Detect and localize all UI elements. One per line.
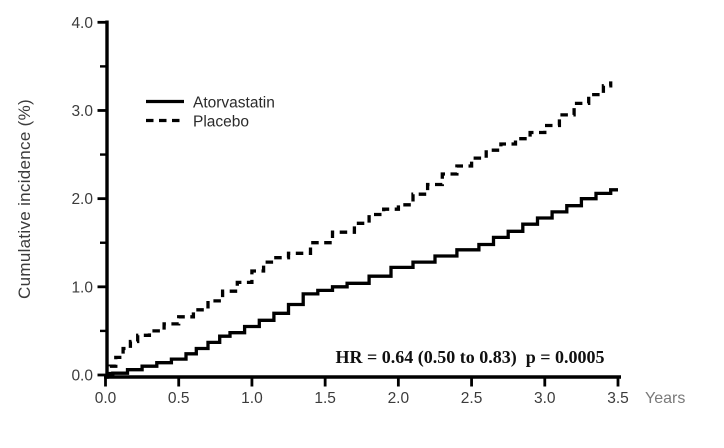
axes-layer <box>97 20 621 387</box>
y-tick-label: 2.0 <box>71 191 93 208</box>
x-tick-label: 1.0 <box>241 390 263 407</box>
tick-label-layer: 0.0 0.5 1.0 1.5 2.0 2.5 3.0 3.5 0.0 1.0 2.0 3.0 4.0 <box>71 15 628 407</box>
x-tick-label: 3.0 <box>534 390 556 407</box>
hazard-ratio-annotation: HR = 0.64 (0.50 to 0.83) p = 0.0005 <box>335 347 604 368</box>
legend-label-placebo: Placebo <box>193 114 249 131</box>
x-tick-label: 0.5 <box>168 390 190 407</box>
y-tick-label: 3.0 <box>71 103 93 120</box>
legend-label-atorvastatin: Atorvastatin <box>193 95 275 112</box>
y-axis-title: Cumulative incidence (%) <box>15 99 34 299</box>
x-axis-unit-label: Years <box>645 390 685 407</box>
curve-atorvastatin <box>105 188 618 377</box>
x-tick-label: 1.5 <box>314 390 336 407</box>
series-layer <box>105 81 618 377</box>
y-tick-label: 1.0 <box>71 279 93 296</box>
y-tick-label: 0.0 <box>71 368 93 385</box>
x-tick-label: 2.0 <box>388 390 410 407</box>
x-tick-label: 3.5 <box>607 390 629 407</box>
curve-placebo <box>105 81 613 377</box>
legend: Atorvastatin Placebo <box>146 95 275 131</box>
x-tick-label: 0.0 <box>95 390 117 407</box>
y-tick-label: 4.0 <box>71 15 93 32</box>
x-tick-label: 2.5 <box>461 390 483 407</box>
